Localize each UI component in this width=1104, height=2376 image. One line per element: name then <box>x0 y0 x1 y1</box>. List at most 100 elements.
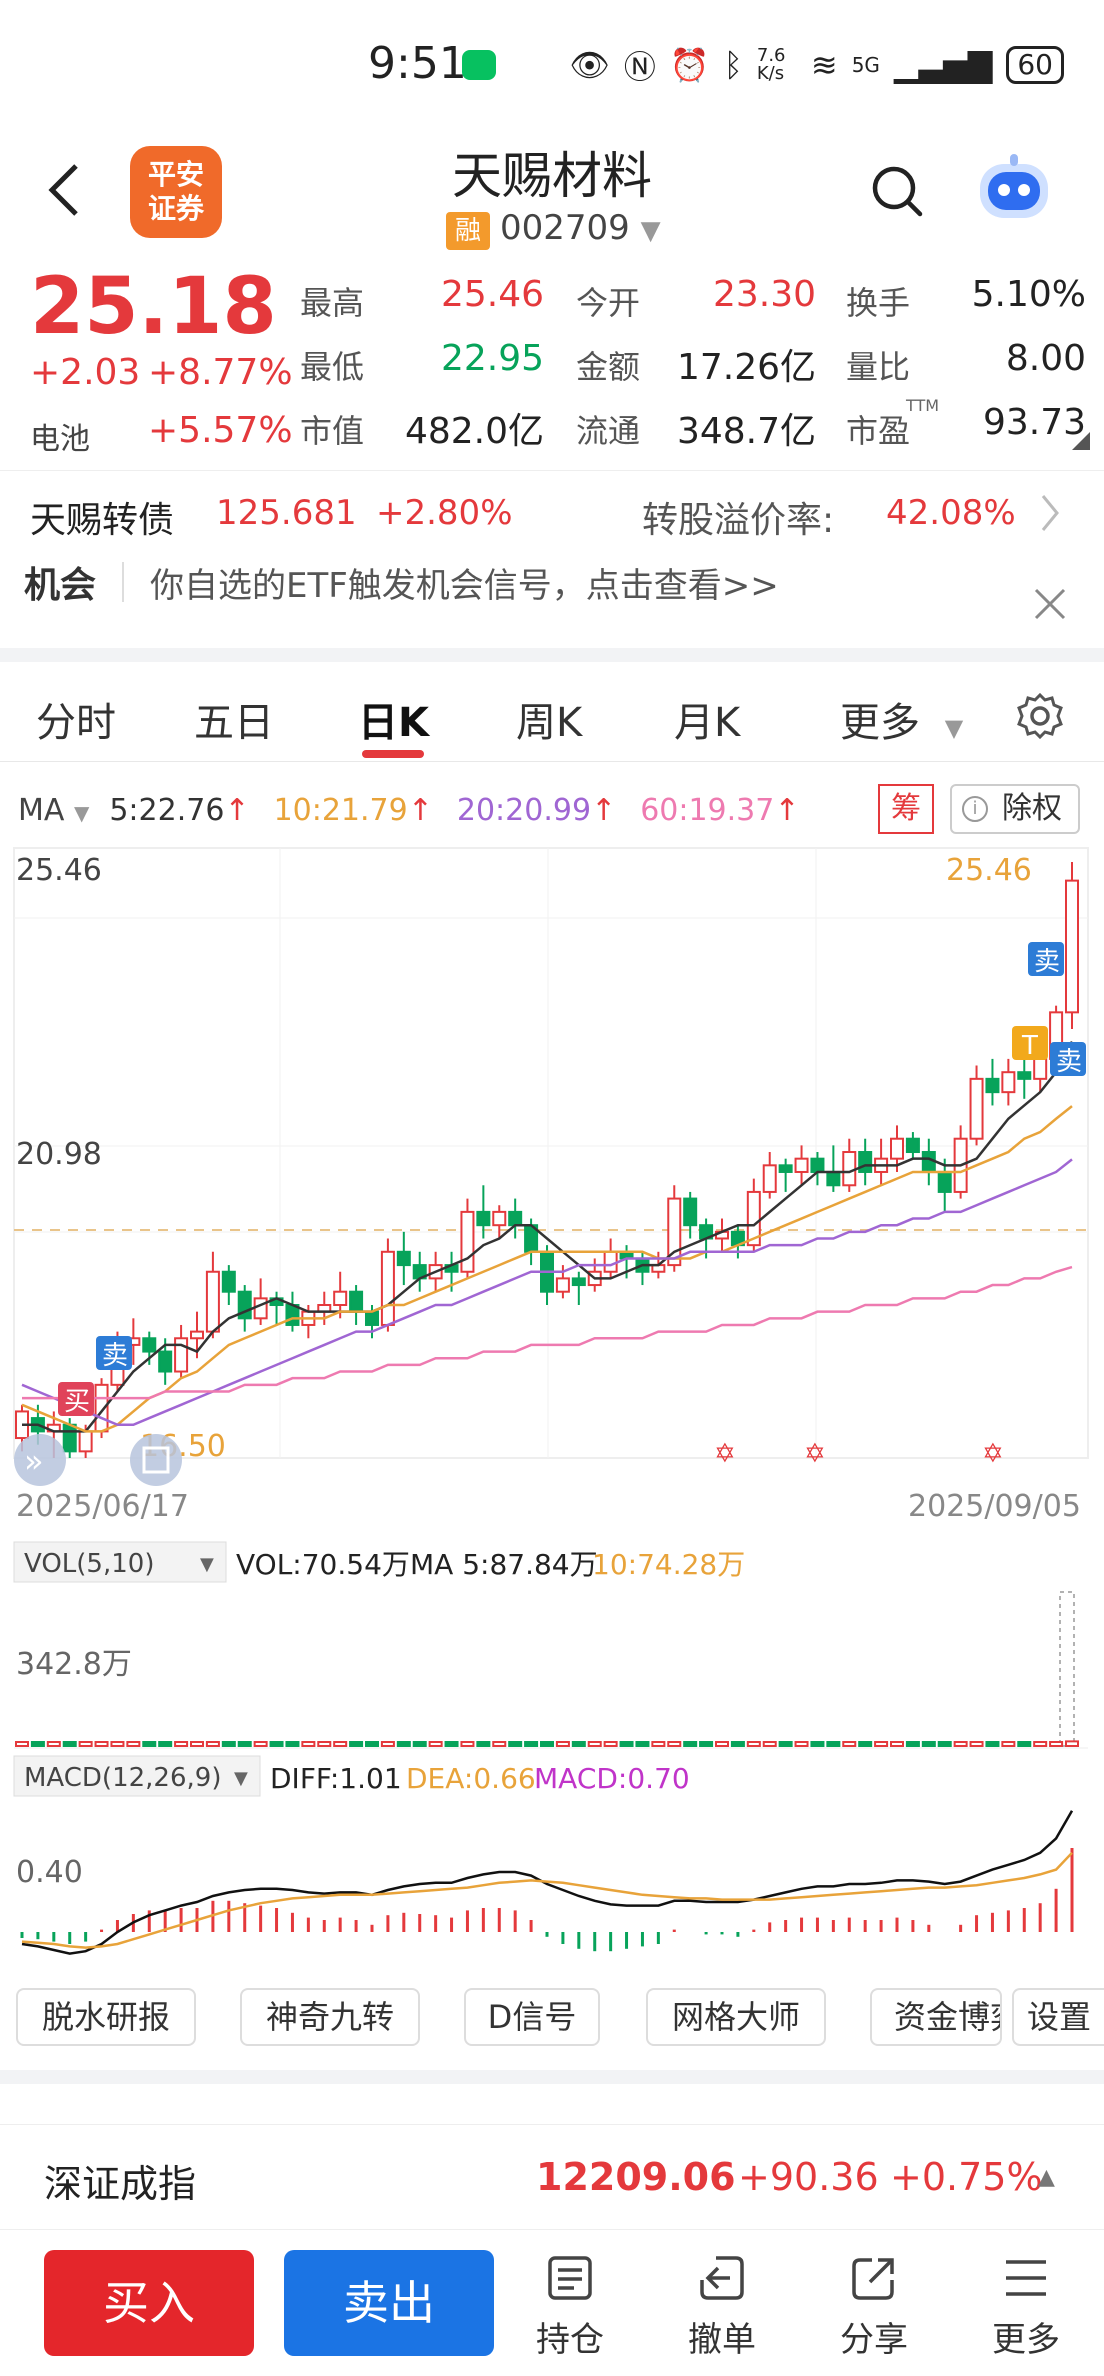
candle <box>1001 1058 1016 1106</box>
sell-signal-marker-2[interactable]: 卖 <box>1028 942 1064 977</box>
volume-bar <box>969 1741 984 1747</box>
candle <box>1065 862 1079 1029</box>
index-pct: +0.75% <box>890 2155 1043 2199</box>
t-signal-marker[interactable]: T <box>1012 1026 1048 1061</box>
signal-icon: ▁▃▅▇ <box>893 46 993 84</box>
market-index-bar[interactable]: 深证成指 12209.06 +90.36 +0.75% ▲ <box>0 2124 1104 2230</box>
share-button[interactable]: 分享 <box>824 2252 924 2361</box>
stock-code[interactable]: 002709 ▼ <box>500 208 661 248</box>
candle <box>937 1158 952 1212</box>
macd-diff-line <box>21 1810 1074 1955</box>
pe-ttm-label: TTM <box>906 396 940 415</box>
status-icons: 👁 Ⓝ ⏰ ᛒ 7.6 K/s ≋ 5G ▁▃▅▇ 60 <box>569 42 1064 88</box>
candle <box>826 1145 841 1192</box>
candle <box>778 1158 793 1192</box>
positions-button[interactable]: 持仓 <box>520 2252 620 2361</box>
volume-selector[interactable]: VOL(5,10) ▼ <box>13 1541 227 1583</box>
indicator-grid-master-button[interactable]: 网格大师 <box>646 1988 826 2046</box>
robot-assistant-icon[interactable] <box>974 150 1054 226</box>
candle <box>269 1291 284 1325</box>
volume-bar <box>205 1741 220 1747</box>
ma-label-text: MA <box>18 792 65 828</box>
volume-axis-label: 342.8万 <box>16 1647 132 1682</box>
chip-distribution-button[interactable]: 筹 <box>878 784 934 834</box>
tab-monthly-k[interactable]: 月K <box>674 700 741 746</box>
more-menu-button[interactable]: 更多 <box>976 2252 1076 2361</box>
indicator-fund-game-button[interactable]: 资金博弈 <box>870 1988 1002 2046</box>
candle <box>396 1231 411 1286</box>
tab-five-day[interactable]: 五日 <box>194 700 274 746</box>
quote-label: 最高 <box>300 284 365 322</box>
price-change: +2.03 <box>30 352 141 393</box>
indicator-settings-button[interactable]: 设置 <box>1012 1988 1104 2046</box>
stock-name[interactable]: 天赐材料 <box>452 147 652 205</box>
volume-bars <box>15 1740 1079 1747</box>
volume-bar <box>587 1741 602 1747</box>
volume-bar <box>874 1741 889 1747</box>
quote-value: 8.00 <box>1005 338 1086 379</box>
volume-bar <box>1065 1740 1079 1747</box>
macd-dea-line <box>21 1851 1073 1949</box>
volume-bar <box>937 1741 952 1747</box>
up-arrow-icon: ↑ <box>407 792 433 828</box>
ex-rights-button[interactable]: 除权 <box>950 784 1080 834</box>
candle <box>492 1205 507 1239</box>
active-tab-indicator <box>362 750 424 758</box>
convertible-bond-row[interactable]: 天赐转债 125.681 +2.80% 转股溢价率: 42.08% <box>0 470 1104 560</box>
indicator-research-button[interactable]: 脱水研报 <box>16 1988 196 2046</box>
candle <box>969 1065 984 1146</box>
macd-selector[interactable]: MACD(12,26,9) ▼ <box>13 1755 261 1797</box>
indicator-d-signal-button[interactable]: D信号 <box>464 1988 600 2046</box>
volume-highlight <box>1059 1591 1075 1747</box>
volume-bar <box>667 1741 682 1747</box>
up-arrow-icon: ↑ <box>224 792 250 828</box>
wechat-icon <box>462 50 496 80</box>
tab-intraday[interactable]: 分时 <box>36 700 116 746</box>
buy-signal-marker[interactable]: 买 <box>58 1382 94 1417</box>
ma-values: 5:22.76↑ 10:21.79↑ 20:20.99↑ 60:19.37↑ <box>109 793 799 828</box>
volume-bar <box>221 1741 236 1747</box>
sector-change-pct[interactable]: +5.57% <box>148 410 293 451</box>
fullscreen-icon[interactable] <box>130 1434 182 1486</box>
kline-chart[interactable]: 25.46 20.98 25.46 16.50 买 卖 卖 卖 T ✡ ✡ ✡ … <box>0 770 1104 1970</box>
index-value: 12209.06 <box>536 2155 736 2199</box>
opportunity-banner[interactable]: 机会 你自选的ETF触发机会信号，点击查看>> <box>0 556 1104 646</box>
back-icon[interactable] <box>44 160 84 220</box>
buy-button[interactable]: 买入 <box>44 2250 254 2356</box>
tab-more[interactable]: 更多 ▼ <box>840 690 963 748</box>
sell-signal-text: 卖 <box>102 1341 128 1371</box>
app-logo-text: 平安证券 <box>147 158 204 225</box>
volume-bar <box>301 1741 316 1747</box>
share-label: 分享 <box>840 2320 908 2360</box>
caret-up-icon: ▲ <box>1038 2165 1055 2190</box>
volume-bar <box>1001 1741 1016 1747</box>
ma-value-text: 20:20.99 <box>456 792 592 828</box>
candle <box>762 1152 777 1199</box>
search-icon[interactable] <box>870 164 924 218</box>
cancel-order-icon <box>700 2256 744 2300</box>
sell-signal-marker-3[interactable]: 卖 <box>1050 1042 1086 1077</box>
candle <box>221 1265 236 1306</box>
volume-ma5: MA 5:87.84万 <box>410 1548 598 1581</box>
tab-weekly-k[interactable]: 周K <box>516 700 583 746</box>
settings-gear-icon[interactable] <box>1016 692 1064 740</box>
expand-corner-icon[interactable] <box>1072 432 1090 450</box>
volume-bar <box>444 1741 459 1747</box>
chevron-right-icon <box>1041 495 1059 531</box>
volume-bar <box>730 1741 745 1747</box>
sell-button[interactable]: 卖出 <box>284 2250 494 2356</box>
expand-left-icon[interactable]: » <box>14 1434 66 1486</box>
indicator-nine-turn-button[interactable]: 神奇九转 <box>240 1988 420 2046</box>
sector-name[interactable]: 电池 <box>30 422 90 457</box>
svg-text:»: » <box>24 1442 44 1480</box>
tab-daily-k[interactable]: 日K <box>358 700 429 746</box>
candle <box>683 1191 698 1239</box>
volume-bar <box>826 1741 841 1747</box>
sell-signal-marker[interactable]: 卖 <box>96 1336 132 1371</box>
close-icon[interactable] <box>1032 586 1068 622</box>
volume-bar <box>62 1741 77 1747</box>
volume-bar <box>30 1741 45 1747</box>
cancel-order-button[interactable]: 撤单 <box>672 2252 772 2361</box>
star-icon: ✡ <box>982 1439 1004 1469</box>
ma-legend[interactable]: MA ▼ 5:22.76↑ 10:21.79↑ 20:20.99↑ 60:19.37↑ <box>18 790 800 830</box>
